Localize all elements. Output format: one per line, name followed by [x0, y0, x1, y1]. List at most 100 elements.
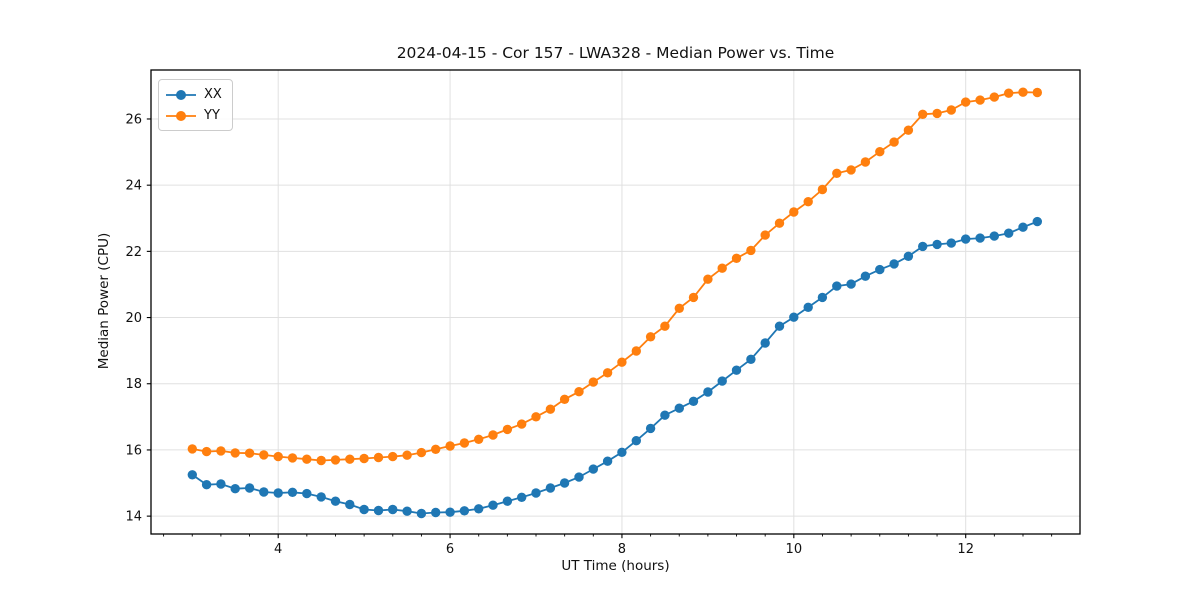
data-point [731, 253, 742, 263]
legend-label-yy: YY [204, 108, 220, 123]
x-axis-label: UT Time (hours) [561, 558, 670, 574]
legend: XX YY [158, 79, 233, 131]
data-point [918, 109, 928, 120]
data-point [316, 492, 326, 502]
data-point [388, 504, 398, 515]
data-point [688, 396, 699, 406]
data-point [373, 505, 384, 516]
data-point [345, 499, 355, 510]
data-point [660, 410, 670, 420]
data-point [330, 496, 341, 506]
data-point [875, 264, 885, 275]
data-point [703, 387, 713, 397]
data-point [302, 488, 312, 499]
y-tick-label: 18 [125, 377, 142, 392]
data-point [445, 441, 455, 451]
data-point [416, 508, 427, 519]
data-point [402, 450, 412, 460]
data-point [617, 357, 627, 367]
data-point [846, 165, 856, 175]
data-point [789, 207, 799, 217]
data-point [789, 312, 799, 322]
data-point [932, 239, 942, 250]
y-tick-label: 26 [125, 112, 142, 127]
data-point [660, 321, 670, 331]
x-tick-label: 12 [957, 542, 974, 557]
legend-label-xx: XX [204, 87, 222, 102]
data-point [746, 354, 756, 364]
data-point [273, 488, 283, 498]
data-point [459, 438, 470, 448]
data-point [860, 271, 871, 281]
data-point [631, 436, 641, 446]
series-line-yy [192, 91, 1038, 462]
data-point [230, 484, 240, 494]
data-point [287, 453, 298, 463]
data-point [416, 447, 427, 458]
data-point [731, 365, 742, 375]
data-point [846, 279, 856, 289]
data-point [946, 238, 956, 248]
data-point [602, 456, 613, 466]
data-point [244, 448, 255, 458]
x-tick-label: 4 [274, 542, 282, 557]
legend-item-xx: XX [165, 84, 222, 105]
data-point [717, 263, 727, 273]
data-point [445, 507, 455, 517]
data-point [574, 472, 584, 482]
data-point [330, 455, 341, 465]
data-point [1018, 87, 1028, 97]
data-point [602, 368, 613, 378]
data-point [717, 376, 727, 386]
legend-line-marker-icon [166, 110, 196, 121]
axes-frame [150, 69, 1081, 535]
data-point [903, 251, 914, 261]
data-point [373, 452, 384, 463]
data-point [388, 451, 398, 462]
data-point [474, 434, 484, 444]
legend-item-yy: YY [165, 105, 222, 126]
data-point [559, 394, 570, 404]
data-point [459, 506, 470, 516]
data-point [1032, 87, 1043, 98]
data-point [975, 95, 985, 105]
data-point [774, 321, 785, 331]
data-point [259, 487, 269, 497]
data-point [316, 455, 326, 466]
data-point [545, 483, 556, 493]
data-point [903, 125, 914, 135]
data-point [574, 387, 584, 397]
data-point [273, 451, 283, 462]
data-point [975, 233, 985, 243]
data-point [918, 241, 928, 252]
data-point [359, 504, 369, 515]
data-point [259, 450, 269, 460]
data-point [531, 412, 541, 422]
x-tick-label: 10 [786, 542, 803, 557]
data-point [889, 137, 899, 147]
data-point [559, 478, 570, 488]
data-point [517, 419, 527, 429]
data-point [216, 446, 226, 456]
data-point [989, 231, 999, 241]
data-point [803, 302, 813, 312]
data-point [961, 97, 971, 107]
data-point [817, 292, 828, 303]
data-point [1004, 88, 1014, 98]
data-point [760, 230, 770, 240]
series-markers-yy [187, 87, 1043, 466]
data-point [488, 500, 498, 510]
data-point [674, 403, 684, 413]
data-point [201, 446, 212, 457]
x-tick-label: 6 [446, 542, 454, 557]
data-point [531, 488, 541, 498]
data-point [617, 447, 627, 457]
data-point [588, 377, 598, 387]
chart-title: 2024-04-15 - Cor 157 - LWA328 - Median P… [396, 44, 835, 62]
data-point [803, 197, 813, 207]
legend-line-marker-icon [166, 89, 196, 100]
y-tick-label: 22 [125, 245, 142, 260]
data-point [746, 245, 756, 256]
